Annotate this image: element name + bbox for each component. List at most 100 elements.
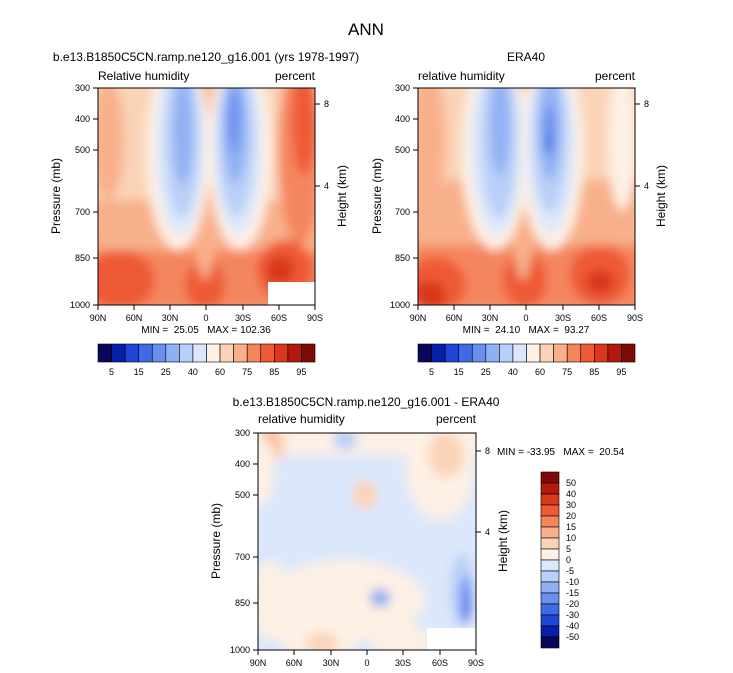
panel-title: ERA40 bbox=[507, 50, 545, 64]
colorbar-swatch bbox=[540, 625, 560, 638]
colorbar-swatch bbox=[512, 343, 527, 363]
colorbar-swatch bbox=[219, 343, 234, 363]
panel-title: b.e13.B1850C5CN.ramp.ne120_g16.001 (yrs … bbox=[53, 50, 359, 64]
colorbar-label: 0 bbox=[566, 555, 571, 565]
colorbar-label: -20 bbox=[566, 599, 579, 609]
colorbar-swatch bbox=[260, 343, 275, 363]
x-tick-label: 90N bbox=[410, 313, 427, 323]
y-axis-title: Pressure (mb) bbox=[370, 158, 384, 234]
y-tick-label: 300 bbox=[75, 83, 90, 93]
min-max-label: MIN = 25.05 MAX = 102.36 bbox=[141, 325, 271, 336]
x-tick-label: 30S bbox=[235, 313, 251, 323]
colorbar-label: 25 bbox=[481, 367, 491, 377]
y-tick-label: 500 bbox=[75, 145, 90, 155]
min-max-label: MIN = 24.10 MAX = 93.27 bbox=[463, 325, 590, 336]
x-axis: 90N 60N 30N 0 30S 60S 90S bbox=[250, 650, 484, 668]
x-tick-label: 60N bbox=[286, 658, 303, 668]
units-label: percent bbox=[275, 69, 316, 83]
colorbar-label: -15 bbox=[566, 588, 579, 598]
x-tick-label: 30N bbox=[162, 313, 179, 323]
colorbar-swatch bbox=[206, 343, 221, 363]
colorbar-swatch bbox=[540, 603, 560, 616]
colorbar-swatch bbox=[444, 343, 459, 363]
y-tick-label: 1000 bbox=[70, 300, 90, 310]
colorbar-swatch bbox=[607, 343, 622, 363]
x-tick-label: 30N bbox=[482, 313, 499, 323]
y-tick-label: 700 bbox=[395, 207, 410, 217]
y-axis: 300 400 500 700 850 1000 Pressure (mb) bbox=[209, 428, 258, 655]
y-tick-label: 300 bbox=[395, 83, 410, 93]
y-tick-label: 300 bbox=[235, 428, 250, 438]
colorbar-swatch bbox=[179, 343, 194, 363]
y-tick-label: 500 bbox=[395, 145, 410, 155]
y-tick-label: 400 bbox=[395, 114, 410, 124]
panel-model: b.e13.B1850C5CN.ramp.ne120_g16.001 (yrs … bbox=[49, 50, 359, 336]
colorbar-swatch bbox=[540, 515, 560, 528]
colorbar-label: 95 bbox=[296, 367, 306, 377]
x-tick-label: 90S bbox=[307, 313, 323, 323]
left-label: relative humidity bbox=[418, 69, 505, 83]
colorbar-swatch bbox=[540, 581, 560, 594]
colorbar-label: 5 bbox=[109, 367, 114, 377]
left-label: Relative humidity bbox=[98, 69, 189, 83]
panel-title: b.e13.B1850C5CN.ramp.ne120_g16.001 - ERA… bbox=[233, 395, 500, 409]
x-tick-label: 90S bbox=[468, 658, 484, 668]
colorbar-swatch bbox=[540, 614, 560, 627]
y-tick-label: 500 bbox=[235, 490, 250, 500]
figure-title: ANN bbox=[348, 20, 384, 39]
x-tick-label: 90N bbox=[90, 313, 107, 323]
contour-field bbox=[98, 88, 315, 305]
colorbar-swatch bbox=[553, 343, 568, 363]
colorbar-swatch bbox=[417, 343, 432, 363]
colorbar-swatch bbox=[233, 343, 248, 363]
y2-tick-label: 4 bbox=[324, 181, 329, 191]
x-tick-label: 60N bbox=[446, 313, 463, 323]
x-axis: 90N 60N 30N 0 30S 60S 90S bbox=[410, 305, 643, 323]
x-tick-label: 90N bbox=[250, 658, 267, 668]
y2-tick-label: 8 bbox=[644, 99, 649, 109]
colorbar-label: 20 bbox=[566, 511, 576, 521]
y-tick-label: 400 bbox=[235, 459, 250, 469]
colorbar-label: 15 bbox=[134, 367, 144, 377]
y2-axis: 8 4 Height (km) bbox=[315, 99, 349, 227]
colorbar-label: -10 bbox=[566, 577, 579, 587]
y-axis-title: Pressure (mb) bbox=[49, 158, 63, 234]
colorbar-swatch bbox=[540, 559, 560, 572]
x-tick-label: 30S bbox=[555, 313, 571, 323]
colorbar-swatch bbox=[540, 482, 560, 495]
x-axis: 90N 60N 30N 0 30S 60S 90S bbox=[90, 305, 323, 323]
y2-tick-label: 8 bbox=[485, 446, 490, 456]
x-tick-label: 0 bbox=[203, 313, 208, 323]
colorbar-era40: 5 15 25 40 60 75 85 95 bbox=[417, 343, 636, 377]
x-tick-label: 0 bbox=[364, 658, 369, 668]
x-tick-label: 60S bbox=[271, 313, 287, 323]
colorbar-swatch bbox=[192, 343, 207, 363]
colorbar-label: 10 bbox=[566, 533, 576, 543]
y2-axis-title: Height (km) bbox=[335, 165, 349, 227]
left-label: relative humidity bbox=[258, 412, 345, 426]
y-tick-label: 850 bbox=[75, 253, 90, 263]
colorbar-swatch bbox=[540, 526, 560, 539]
x-tick-label: 90S bbox=[627, 313, 643, 323]
colorbar-label: 85 bbox=[589, 367, 599, 377]
colorbar-label: 15 bbox=[454, 367, 464, 377]
units-label: percent bbox=[595, 69, 636, 83]
colorbar-label: -5 bbox=[566, 566, 574, 576]
y-axis: 300 400 500 700 850 1000 Pressure (mb) bbox=[370, 83, 418, 310]
colorbar-swatch bbox=[431, 343, 446, 363]
colorbar-swatch bbox=[151, 343, 167, 363]
colorbar-label: -40 bbox=[566, 621, 579, 631]
colorbar-swatch bbox=[566, 343, 582, 363]
y2-axis: 8 4 Height (km) bbox=[635, 99, 668, 227]
panel-era40: ERA40 relative humidity percent bbox=[370, 50, 668, 336]
colorbar-label: 95 bbox=[616, 367, 626, 377]
missing-data bbox=[268, 282, 315, 305]
x-tick-label: 30S bbox=[395, 658, 411, 668]
y-tick-label: 700 bbox=[75, 207, 90, 217]
x-tick-label: 30N bbox=[323, 658, 340, 668]
colorbar-swatch bbox=[301, 343, 316, 363]
colorbar-swatch bbox=[580, 343, 595, 363]
colorbar-label: 75 bbox=[562, 367, 572, 377]
y-axis-title: Pressure (mb) bbox=[209, 503, 223, 579]
colorbar-label: 15 bbox=[566, 522, 576, 532]
